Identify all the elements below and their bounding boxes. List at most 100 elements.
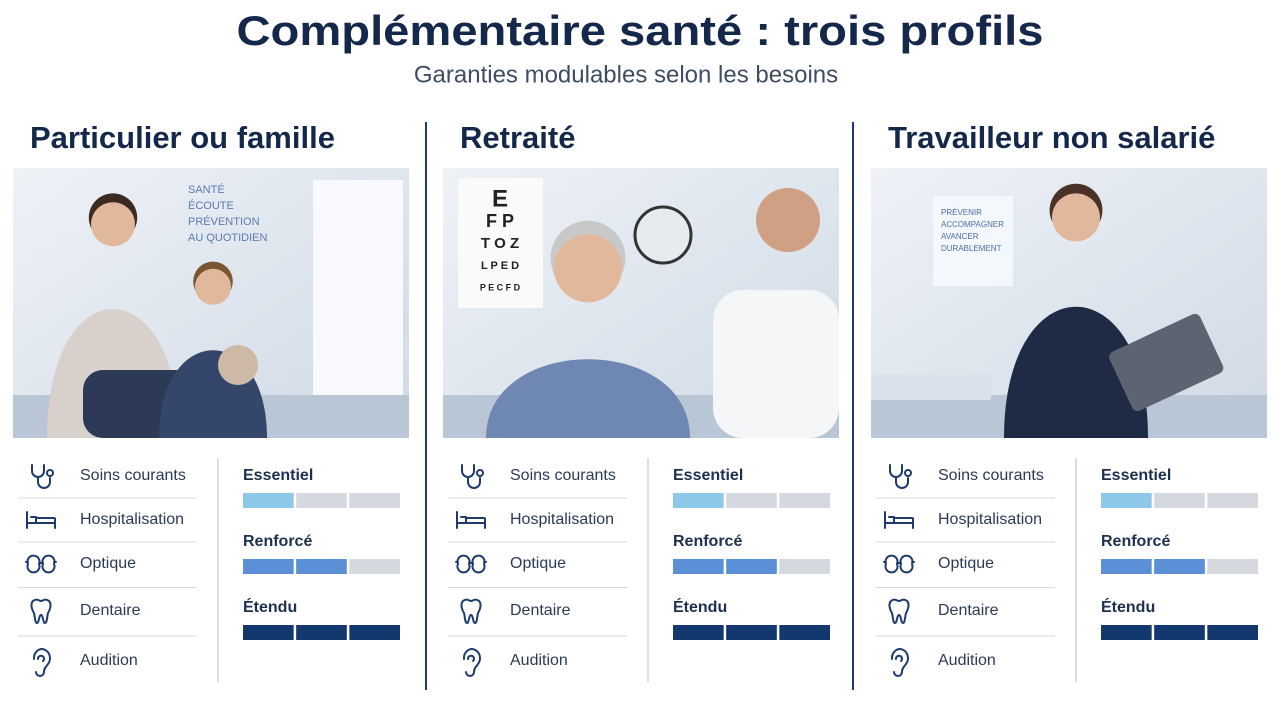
level-name: Renforcé — [1101, 533, 1170, 550]
photo-person-head — [195, 268, 231, 305]
level-bar-segment — [296, 559, 347, 574]
item-icon — [455, 554, 487, 574]
item-label: Soins courants — [510, 467, 616, 484]
item-icon — [888, 598, 910, 624]
item-icon — [31, 464, 54, 489]
photo-sign-text: PRÉVENTION — [188, 215, 260, 228]
subtitle: Garanties modulables selon les besoins — [414, 61, 838, 88]
photo-poster — [933, 196, 1013, 286]
level-name: Renforcé — [243, 533, 312, 550]
level-name: Essentiel — [1101, 467, 1171, 484]
level-bar-segment — [673, 559, 724, 574]
photo-eye-chart-text: F P — [486, 211, 514, 231]
item-icon-shape — [883, 554, 915, 574]
photo-exam-bed — [871, 375, 991, 400]
item-icon — [889, 464, 912, 489]
level-bar-segment — [1101, 493, 1152, 508]
photo-person-head — [554, 234, 622, 303]
item-label: Hospitalisation — [80, 511, 184, 528]
item-icon-shape — [26, 511, 56, 529]
profile-title: Particulier ou famille — [30, 120, 335, 155]
level-bar-segment — [296, 625, 347, 640]
photo-person-body — [1004, 306, 1148, 438]
item-icon-shape — [31, 464, 54, 489]
photo-corridor — [313, 180, 403, 395]
item-icon — [462, 648, 481, 677]
photo-person-body — [486, 359, 690, 438]
level-bar-segment — [1101, 625, 1152, 640]
profile-title: Travailleur non salarié — [888, 120, 1215, 155]
photo-person-head — [91, 202, 135, 247]
photo-tablet — [1109, 313, 1224, 412]
photo-eye-chart-text: L P E D — [481, 260, 519, 272]
level-name: Essentiel — [673, 467, 743, 484]
photo-sign-text: ÉCOUTE — [188, 199, 234, 212]
level-bar-segment — [673, 493, 724, 508]
item-label: Audition — [510, 652, 568, 669]
item-icon-shape — [30, 598, 52, 624]
photo-poster-text: DURABLEMENT — [941, 244, 1002, 253]
photo: SANTÉ ÉCOUTE PRÉVENTION AU QUOTIDIEN — [13, 168, 409, 438]
level-name: Étendu — [673, 597, 727, 616]
item-label: Dentaire — [938, 602, 999, 619]
item-icon-shape — [888, 598, 910, 624]
item-icon-shape — [462, 648, 481, 677]
item-label: Audition — [938, 652, 996, 669]
title: Complémentaire santé : trois profils — [237, 7, 1044, 54]
item-icon-shape — [25, 554, 57, 574]
level-bar-segment — [349, 559, 400, 574]
photo-eye-chart — [458, 178, 543, 308]
item-icon-shape — [884, 511, 914, 529]
item-icon-shape — [32, 648, 51, 677]
item-label: Dentaire — [80, 602, 141, 619]
level-bar-segment — [1154, 493, 1205, 508]
photo-coat — [713, 290, 839, 438]
item-icon — [460, 598, 482, 624]
photo-sign-text: SANTÉ — [188, 183, 225, 196]
photo-phoropter — [633, 205, 693, 265]
item-icon — [32, 648, 51, 677]
item-icon-shape — [460, 598, 482, 624]
level-bar-segment — [726, 559, 777, 574]
photo-eye-chart-text: P E C F D — [480, 282, 521, 292]
level-name: Étendu — [1101, 597, 1155, 616]
photo: EF P T O Z L P E D P E C F D — [443, 168, 839, 438]
level-name: Renforcé — [673, 533, 742, 550]
level-bar-segment — [673, 625, 724, 640]
item-icon — [456, 511, 486, 529]
level-bar-segment — [243, 559, 294, 574]
item-icon — [30, 598, 52, 624]
level-bar-segment — [726, 493, 777, 508]
item-icon — [26, 511, 56, 529]
level-name: Étendu — [243, 597, 297, 616]
level-bar-segment — [1154, 625, 1205, 640]
photo-doctor-head — [756, 188, 820, 252]
level-bar-segment — [1154, 559, 1205, 574]
level-bar-segment — [779, 625, 830, 640]
item-icon — [25, 554, 57, 574]
level-bar-segment — [1101, 559, 1152, 574]
item-label: Optique — [938, 555, 994, 572]
level-bar-segment — [779, 493, 830, 508]
item-label: Hospitalisation — [510, 511, 614, 528]
level-bar-segment — [349, 625, 400, 640]
photo-person-head — [1052, 193, 1100, 242]
item-label: Dentaire — [510, 602, 571, 619]
item-icon — [890, 648, 909, 677]
item-icon — [883, 554, 915, 574]
photo-poster-text: PRÉVENIR — [941, 208, 982, 217]
level-bar-segment — [726, 625, 777, 640]
photo-poster-text: AVANCER — [941, 232, 979, 241]
level-bar-segment — [349, 493, 400, 508]
item-icon — [884, 511, 914, 529]
item-label: Audition — [80, 652, 138, 669]
level-bar-segment — [243, 493, 294, 508]
level-bar-segment — [1207, 559, 1258, 574]
level-bar-segment — [1207, 625, 1258, 640]
level-bar-segment — [296, 493, 347, 508]
photo-poster-text: ACCOMPAGNER — [941, 220, 1004, 229]
item-icon-shape — [455, 554, 487, 574]
